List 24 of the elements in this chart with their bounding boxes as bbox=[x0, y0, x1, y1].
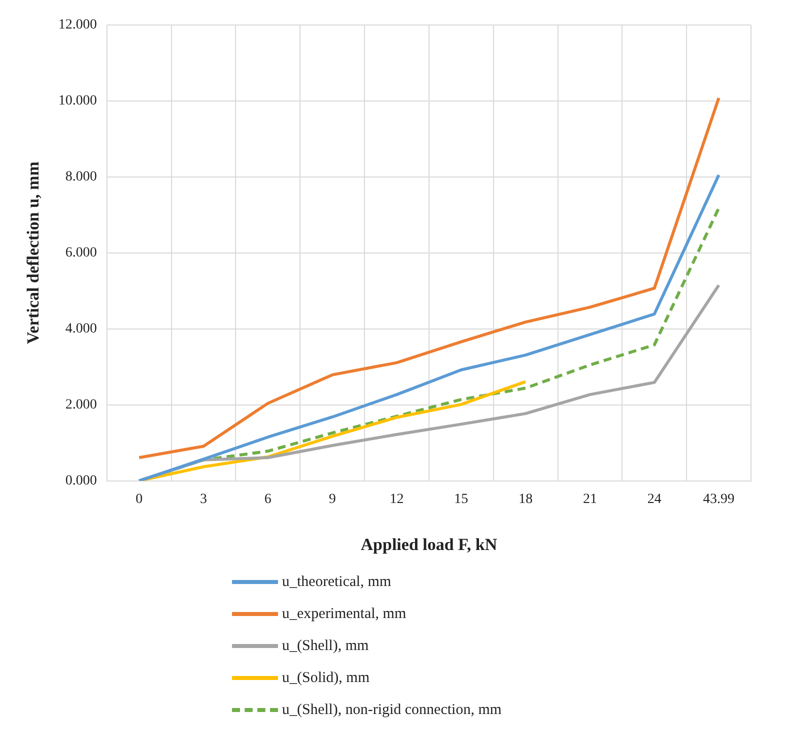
y-tick-label: 10.000 bbox=[58, 94, 97, 109]
x-tick-label: 43.99 bbox=[703, 492, 735, 507]
legend-label: u_(Solid), mm bbox=[282, 670, 370, 686]
y-axis-title: Vertical deflection u, mm bbox=[24, 162, 43, 344]
legend-label: u_(Shell), mm bbox=[282, 638, 369, 654]
y-tick-label: 8.000 bbox=[65, 170, 97, 185]
x-tick-label: 12 bbox=[390, 492, 404, 507]
x-tick-label: 21 bbox=[582, 492, 597, 507]
legend-label: u_experimental, mm bbox=[282, 606, 406, 622]
y-tick-label: 12.000 bbox=[58, 18, 97, 33]
legend-label: u_(Shell), non-rigid connection, mm bbox=[282, 702, 502, 718]
x-tick-label: 0 bbox=[136, 492, 143, 507]
x-tick-label: 15 bbox=[454, 492, 468, 507]
y-tick-label: 2.000 bbox=[65, 398, 97, 413]
x-tick-label: 24 bbox=[647, 492, 662, 507]
x-axis-title: Applied load F, kN bbox=[360, 535, 498, 554]
x-tick-label: 6 bbox=[264, 492, 272, 507]
legend-label: u_theoretical, mm bbox=[282, 574, 392, 590]
x-tick-label: 9 bbox=[328, 492, 336, 507]
x-tick-label: 3 bbox=[200, 492, 208, 507]
y-tick-label: 4.000 bbox=[65, 322, 97, 337]
y-tick-label: 0.000 bbox=[65, 473, 97, 488]
x-tick-label: 18 bbox=[518, 492, 533, 507]
y-tick-label: 6.000 bbox=[65, 246, 97, 261]
